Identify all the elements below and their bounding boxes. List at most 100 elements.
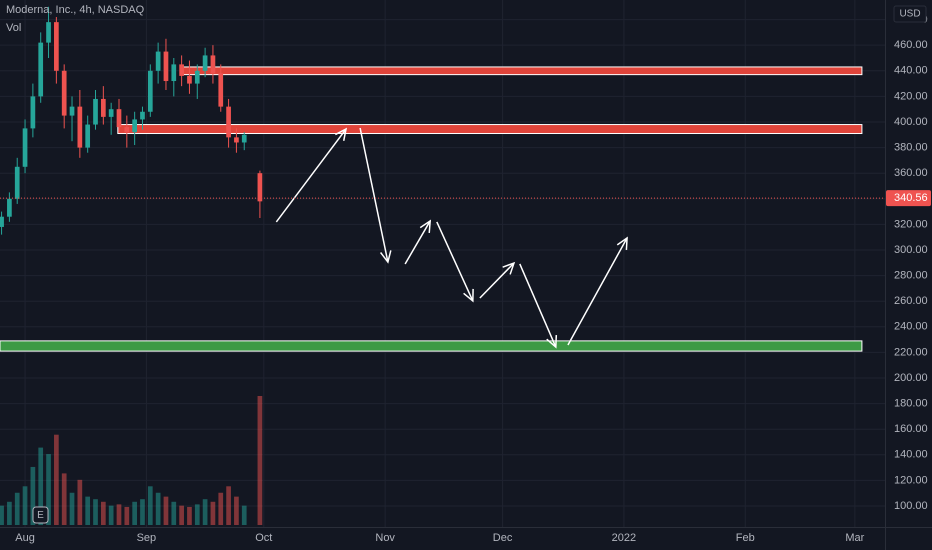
arrow bbox=[479, 262, 515, 299]
zone bbox=[117, 124, 863, 135]
arrow-layer bbox=[275, 127, 628, 349]
candle-body bbox=[30, 96, 36, 129]
y-tick-label: 220.00 bbox=[894, 346, 928, 358]
candle-body bbox=[116, 109, 122, 128]
earnings-icon-glyph: E bbox=[37, 510, 44, 521]
candle-body bbox=[108, 109, 114, 117]
arrow bbox=[359, 127, 389, 263]
candle-body bbox=[85, 124, 91, 148]
candle-body bbox=[0, 216, 4, 227]
candle-body bbox=[38, 42, 44, 97]
volume-bar bbox=[155, 492, 161, 525]
volume-bar bbox=[171, 501, 177, 525]
candle-body bbox=[14, 166, 20, 199]
candle-body bbox=[93, 98, 98, 125]
candle-body bbox=[69, 106, 75, 116]
y-tick-label: 180.00 bbox=[894, 398, 928, 410]
volume-bar bbox=[7, 501, 12, 525]
candle-body bbox=[54, 22, 59, 71]
volume-bar bbox=[0, 505, 4, 525]
candle-body bbox=[187, 75, 192, 84]
y-tick-label: 140.00 bbox=[894, 449, 928, 461]
y-tick-label: 320.00 bbox=[894, 218, 928, 230]
currency-box[interactable] bbox=[893, 5, 927, 23]
volume-bar bbox=[77, 479, 83, 525]
volume-bar bbox=[140, 499, 145, 525]
arrow-head bbox=[463, 288, 474, 303]
candle-body bbox=[124, 127, 130, 133]
y-tick-label: 280.00 bbox=[894, 270, 928, 282]
x-tick-label: Mar bbox=[845, 532, 864, 544]
volume-bar bbox=[202, 499, 208, 525]
volume-bar bbox=[85, 496, 91, 525]
last-price-box bbox=[886, 190, 931, 207]
arrow-head bbox=[419, 219, 432, 233]
candle-body bbox=[22, 128, 28, 167]
y-tick-label: 380.00 bbox=[894, 141, 928, 153]
volume-bar bbox=[54, 434, 59, 525]
candle-body bbox=[234, 137, 239, 143]
x-tick-label: Oct bbox=[255, 532, 272, 544]
candle-body bbox=[179, 64, 184, 76]
volume-bar bbox=[116, 504, 122, 525]
candle-body bbox=[194, 70, 200, 84]
volume-bar bbox=[163, 496, 169, 525]
volume-bar bbox=[210, 501, 216, 525]
volume-bar bbox=[69, 492, 75, 525]
volume-bar bbox=[30, 466, 36, 525]
chart-title: Moderna, Inc., 4h, NASDAQ bbox=[6, 4, 145, 16]
volume-bar bbox=[194, 504, 200, 525]
axis-layer: 100.00 120.00 140.00 160.00 180.00 200.00 220.… bbox=[15, 13, 927, 543]
volume-bar bbox=[241, 505, 247, 525]
volume-bar bbox=[147, 486, 153, 525]
arrow-head bbox=[546, 335, 558, 349]
candle-body bbox=[241, 134, 247, 143]
candle-body bbox=[46, 22, 51, 43]
x-tick-label: Aug bbox=[15, 532, 35, 544]
candle-body bbox=[100, 98, 106, 117]
y-tick-label: 300.00 bbox=[894, 244, 928, 256]
y-tick-label: 160.00 bbox=[894, 423, 928, 435]
volume-bar bbox=[257, 396, 263, 525]
arrow-head bbox=[379, 250, 392, 264]
candle-body bbox=[202, 55, 208, 71]
volume-bar bbox=[38, 447, 44, 525]
volume-bar bbox=[234, 496, 239, 525]
candle-layer bbox=[0, 6, 263, 235]
x-tick-label: Dec bbox=[493, 532, 513, 544]
candle-body bbox=[147, 70, 153, 112]
candle-body bbox=[226, 106, 231, 138]
candle-body bbox=[77, 106, 83, 148]
volume-bar bbox=[46, 454, 51, 525]
earnings-icon[interactable] bbox=[32, 506, 49, 524]
volume-bar bbox=[14, 492, 20, 525]
volume-bar bbox=[22, 486, 28, 525]
last-price-label: 340.56 bbox=[894, 192, 928, 204]
volume-bar bbox=[187, 506, 192, 525]
volume-bar bbox=[108, 505, 114, 525]
zone bbox=[182, 66, 863, 76]
candle-body bbox=[210, 55, 216, 74]
volume-label: Vol bbox=[6, 22, 21, 34]
y-tick-label: 120.00 bbox=[894, 474, 928, 486]
y-tick-label: 460.00 bbox=[894, 39, 928, 51]
arrow bbox=[519, 263, 557, 348]
arrow-head bbox=[502, 261, 516, 275]
volume-bar bbox=[100, 501, 106, 525]
y-tick-label: 360.00 bbox=[894, 167, 928, 179]
candle-body bbox=[171, 64, 177, 82]
y-tick-label: 400.00 bbox=[894, 116, 928, 128]
x-tick-label: 2022 bbox=[612, 532, 636, 544]
volume-bar bbox=[218, 492, 224, 525]
arrow-head bbox=[335, 127, 348, 141]
y-tick-label: 100.00 bbox=[894, 500, 928, 512]
candle-body bbox=[257, 173, 263, 202]
volume-bar bbox=[226, 486, 231, 525]
y-tick-label: 440.00 bbox=[894, 65, 928, 77]
arrow bbox=[275, 128, 347, 223]
candle-body bbox=[140, 111, 145, 120]
arrow bbox=[567, 237, 628, 346]
x-tick-label: Feb bbox=[736, 532, 755, 544]
arrow-head bbox=[616, 236, 628, 250]
